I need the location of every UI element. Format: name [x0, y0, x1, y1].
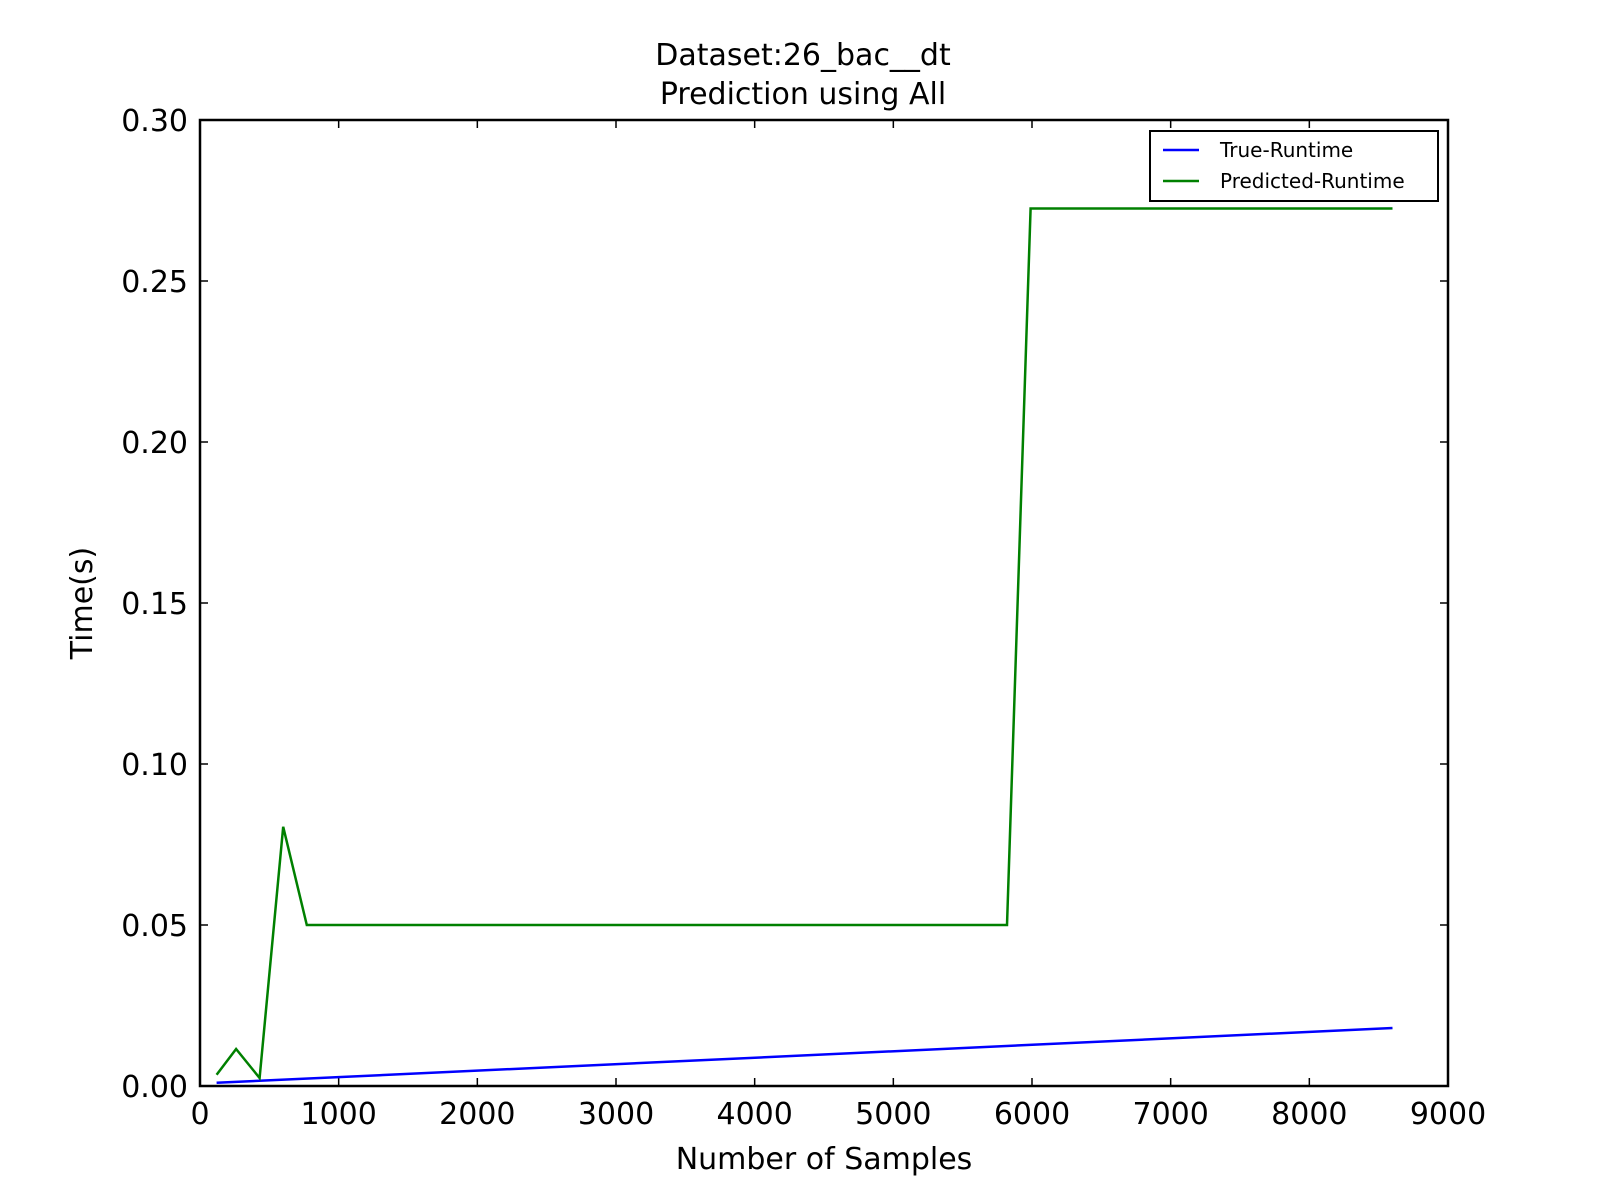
- legend-label-predicted-runtime: Predicted-Runtime: [1220, 169, 1405, 193]
- legend-label-true-runtime: True-Runtime: [1219, 138, 1353, 162]
- chart-subtitle: Prediction using All: [660, 77, 946, 112]
- series-lines: [215, 207, 1393, 1085]
- x-tick-label: 1000: [300, 1097, 376, 1132]
- y-axis-label: Time(s): [65, 547, 100, 660]
- y-tick-label: 0.30: [121, 104, 188, 139]
- x-axis-label: Number of Samples: [676, 1142, 973, 1177]
- series-line-predicted-runtime: [215, 207, 1393, 1082]
- x-tick-label: 6000: [994, 1097, 1070, 1132]
- y-tick-label: 0.25: [121, 265, 188, 300]
- x-tick-label: 5000: [855, 1097, 931, 1132]
- x-tick-label: 7000: [1132, 1097, 1208, 1132]
- x-tick-label: 2000: [439, 1097, 515, 1132]
- x-tick-label: 4000: [716, 1097, 792, 1132]
- legend-frame: [1149, 130, 1439, 202]
- x-tick-label: 0: [190, 1097, 209, 1132]
- y-tick-label: 0.00: [121, 1070, 188, 1105]
- y-tick-label: 0.05: [121, 909, 188, 944]
- x-tick-label: 9000: [1410, 1097, 1486, 1132]
- y-tick-label: 0.20: [121, 426, 188, 461]
- plot-area-frame: [198, 118, 1450, 1088]
- y-tick-label: 0.10: [121, 748, 188, 783]
- y-tick-label: 0.15: [121, 587, 188, 622]
- x-tick-label: 8000: [1271, 1097, 1347, 1132]
- legend: True-Runtime Predicted-Runtime: [1149, 130, 1439, 202]
- plot-area-background: [200, 120, 1448, 1086]
- x-axis: 0 1000 2000 3000 4000 5000 6000 7000 8000 9000: [190, 120, 1486, 1132]
- x-tick-label: 3000: [578, 1097, 654, 1132]
- chart-title: Dataset:26_bac__dt: [655, 38, 951, 73]
- y-axis: 0.00 0.05 0.10 0.15 0.20 0.25 0.30: [121, 104, 1448, 1105]
- series-line-true-runtime: [216, 1026, 1393, 1085]
